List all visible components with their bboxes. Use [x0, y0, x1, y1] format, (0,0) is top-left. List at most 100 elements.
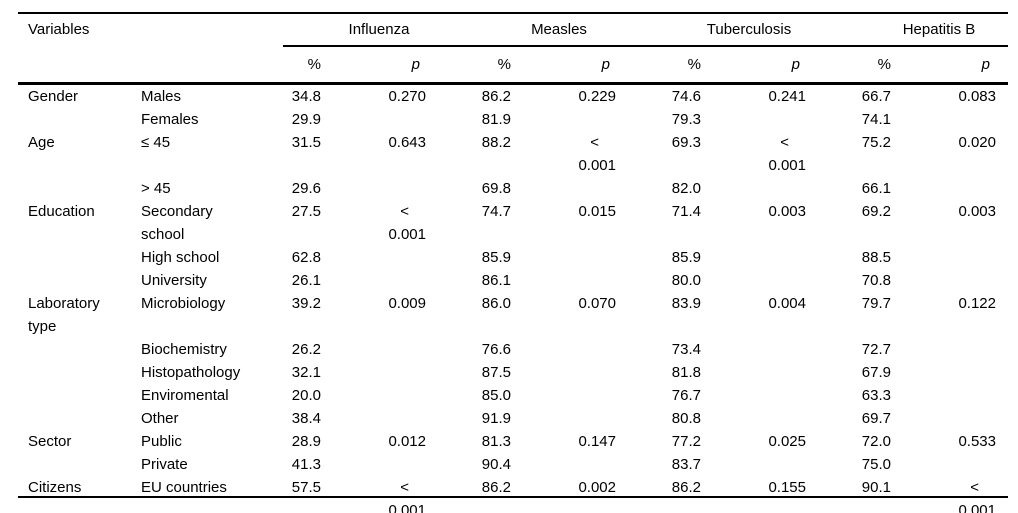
p-value-cell: 0.643 — [321, 131, 426, 177]
p-value: 0.241 — [768, 88, 806, 105]
p-value-cell — [321, 338, 426, 361]
pct-value: 76.6 — [481, 341, 511, 358]
disease-header-measles: Measles — [531, 21, 587, 38]
p-value-cell: <0.001 — [321, 476, 426, 513]
pct-value: 86.0 — [481, 295, 511, 312]
pct-value: 69.8 — [481, 180, 511, 197]
pct-value: 86.2 — [481, 479, 511, 496]
pct-value: 83.9 — [671, 295, 701, 312]
p-value-cell: 0.009 — [321, 292, 426, 338]
p-value: 0.009 — [388, 295, 426, 312]
p-value: 0.001 — [388, 226, 426, 243]
pct-value: 74.7 — [481, 203, 511, 220]
p-value: 0.643 — [388, 134, 426, 151]
p-value-cell: 0.155 — [701, 476, 806, 513]
less-than-sign: < — [780, 134, 789, 151]
p-value: 0.533 — [958, 433, 996, 450]
p-value-cell — [891, 177, 1008, 200]
variable-group-label: Laboratory type — [28, 295, 100, 335]
p-value-cell: 0.229 — [511, 85, 616, 108]
p-value-cell: 0.122 — [891, 292, 1008, 338]
p-value-cell: 0.025 — [701, 430, 806, 453]
p-value-cell — [891, 361, 1008, 384]
p-value-cell: 0.147 — [511, 430, 616, 453]
variable-group-label: Sector — [28, 433, 72, 450]
p-value-cell — [701, 269, 806, 292]
pct-value: 32.1 — [291, 364, 321, 381]
p-value-cell — [891, 453, 1008, 476]
p-value: 0.147 — [578, 433, 616, 450]
pct-value: 90.1 — [861, 479, 891, 496]
p-value: 0.020 — [958, 134, 996, 151]
category-label: ≤ 45 — [141, 134, 171, 151]
pct-value: 71.4 — [671, 203, 701, 220]
vaccination-table: Variables Influenza Measles Tuberculosis He… — [18, 14, 1008, 513]
p-value-cell: 0.270 — [321, 85, 426, 108]
pct-value: 26.2 — [291, 341, 321, 358]
pct-value: 66.1 — [861, 180, 891, 197]
pct-header: % — [497, 56, 511, 73]
pct-value: 79.3 — [671, 111, 701, 128]
pct-value: 62.8 — [291, 249, 321, 266]
table-top-rule — [18, 12, 1008, 14]
category-label: University — [141, 272, 207, 289]
variable-group-label: Age — [28, 134, 55, 151]
p-value-cell — [511, 361, 616, 384]
pct-value: 69.3 — [671, 134, 701, 151]
p-header: p — [791, 56, 800, 73]
p-value-cell — [321, 453, 426, 476]
category-label: EU countries — [141, 479, 227, 496]
header-body-separator-rule — [18, 82, 1008, 85]
variable-group-label — [18, 361, 141, 384]
p-value-cell — [511, 108, 616, 131]
less-than-sign: < — [400, 479, 409, 496]
variable-group-label: Citizens — [28, 479, 82, 496]
p-value-cell — [321, 177, 426, 200]
p-value-cell: 0.533 — [891, 430, 1008, 453]
pct-value: 85.9 — [481, 249, 511, 266]
pct-value: 69.7 — [861, 410, 891, 427]
p-value-cell: <0.001 — [321, 200, 426, 246]
variable-group-label — [18, 269, 141, 292]
category-label: Females — [141, 111, 199, 128]
p-value-cell: 0.083 — [891, 85, 1008, 108]
p-value: 0.001 — [768, 157, 806, 174]
p-value-cell — [321, 246, 426, 269]
pct-value: 85.9 — [671, 249, 701, 266]
p-value-cell — [321, 384, 426, 407]
pct-value: 72.7 — [861, 341, 891, 358]
pct-value: 75.2 — [861, 134, 891, 151]
pct-value: 82.0 — [671, 180, 701, 197]
p-value-cell — [701, 246, 806, 269]
pct-value: 91.9 — [481, 410, 511, 427]
disease-header-influenza: Influenza — [348, 21, 410, 38]
pct-value: 20.0 — [291, 387, 321, 404]
p-value: 0.003 — [958, 203, 996, 220]
p-value-cell: 0.003 — [891, 200, 1008, 246]
pct-value: 29.9 — [291, 111, 321, 128]
variable-group-label: Gender — [28, 88, 79, 105]
p-value: 0.001 — [958, 502, 996, 513]
pct-value: 87.5 — [481, 364, 511, 381]
p-value-cell: <0.001 — [891, 476, 1008, 513]
pct-value: 85.0 — [481, 387, 511, 404]
pct-value: 27.5 — [291, 203, 321, 220]
p-header: p — [981, 56, 990, 73]
p-value: 0.070 — [578, 295, 616, 312]
variable-group-label — [18, 177, 141, 200]
pct-value: 34.8 — [291, 88, 321, 105]
p-value-cell — [511, 407, 616, 430]
p-value: 0.001 — [578, 157, 616, 174]
variable-group-label — [18, 407, 141, 430]
p-header: p — [601, 56, 610, 73]
pct-value: 83.7 — [671, 456, 701, 473]
disease-header-underline-rule — [283, 45, 1008, 47]
p-value-cell — [511, 246, 616, 269]
pct-value: 77.2 — [671, 433, 701, 450]
p-value: 0.229 — [578, 88, 616, 105]
category-label: Histopathology — [141, 364, 241, 381]
p-value-cell — [701, 108, 806, 131]
pct-value: 66.7 — [861, 88, 891, 105]
pct-value: 72.0 — [861, 433, 891, 450]
p-value: 0.002 — [578, 479, 616, 496]
